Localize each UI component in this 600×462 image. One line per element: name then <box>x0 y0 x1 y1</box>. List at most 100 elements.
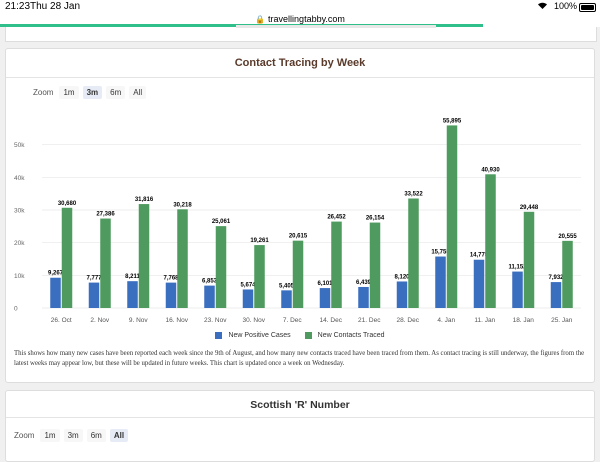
divider <box>6 417 594 418</box>
data-label: 25,061 <box>212 219 231 225</box>
y-tick-label: 30k <box>14 208 25 215</box>
lock-icon: 🔒 <box>255 15 266 24</box>
bar-new-positive-cases <box>50 277 61 308</box>
x-tick-label: 9. Nov <box>129 317 149 324</box>
address-bar[interactable]: 🔒 travellingtabby.com <box>0 14 600 27</box>
data-label: 14,775 <box>470 253 489 259</box>
data-label: 6,853 <box>202 279 218 285</box>
bar-new-contacts-traced <box>61 207 73 308</box>
x-tick-label: 18. Jan <box>513 317 535 324</box>
data-label: 26,154 <box>366 216 385 222</box>
data-label: 30,218 <box>173 202 192 208</box>
data-label: 55,895 <box>443 118 462 124</box>
bar-new-positive-cases <box>88 282 100 308</box>
x-tick-label: 16. Nov <box>166 317 189 324</box>
battery-icon <box>579 3 596 12</box>
bar-new-positive-cases <box>319 288 331 308</box>
bar-new-positive-cases <box>358 286 369 308</box>
legend-item-contacts[interactable]: New Contacts Traced <box>304 332 385 339</box>
zoom-controls: Zoom 1m 3m 6m All <box>33 86 150 99</box>
zoom-controls: Zoom 1m 3m 6m All <box>14 429 132 442</box>
data-label: 20,555 <box>558 234 577 240</box>
contact-tracing-card: Contact Tracing by Week Zoom 1m 3m 6m Al… <box>5 48 595 383</box>
zoom-6m-button[interactable]: 6m <box>86 429 106 442</box>
legend-swatch-cases <box>215 332 223 339</box>
bar-new-contacts-traced <box>562 240 573 308</box>
zoom-all-button[interactable]: All <box>109 429 129 442</box>
y-tick-label: 40k <box>14 175 25 182</box>
data-label: 8,211 <box>125 274 140 280</box>
bar-new-contacts-traced <box>138 204 150 308</box>
bar-new-positive-cases <box>281 290 292 308</box>
bar-new-contacts-traced <box>408 198 419 308</box>
data-label: 7,768 <box>163 276 179 282</box>
data-label: 26,452 <box>327 215 346 221</box>
x-tick-label: 7. Dec <box>283 317 303 324</box>
zoom-1m-button[interactable]: 1m <box>40 429 60 442</box>
card-title: Contact Tracing by Week <box>234 57 366 69</box>
data-label: 30,680 <box>58 201 77 207</box>
zoom-3m-button[interactable]: 3m <box>63 429 83 442</box>
x-tick-label: 25. Jan <box>551 317 573 324</box>
bar-new-contacts-traced <box>254 245 265 308</box>
bar-new-positive-cases <box>165 282 177 308</box>
url-text: travellingtabby.com <box>268 14 345 24</box>
data-label: 5,405 <box>279 283 295 289</box>
data-label: 27,386 <box>96 212 115 218</box>
chart-legend: New Positive Cases New Contacts Traced <box>6 332 594 341</box>
data-label: 6,101 <box>317 281 333 287</box>
x-tick-label: 4. Jan <box>437 317 455 324</box>
previous-card <box>5 25 597 42</box>
data-label: 11,152 <box>508 265 527 271</box>
bar-new-positive-cases <box>396 281 408 308</box>
data-label: 6,439 <box>356 280 372 286</box>
bar-new-positive-cases <box>550 282 562 308</box>
zoom-6m-button[interactable]: 6m <box>106 86 126 99</box>
x-tick-label: 23. Nov <box>204 317 227 324</box>
zoom-all-button[interactable]: All <box>129 86 147 99</box>
wifi-icon <box>537 1 548 13</box>
data-label: 31,816 <box>135 197 154 203</box>
y-tick-label: 20k <box>14 240 25 247</box>
x-tick-label: 14. Dec <box>320 317 343 324</box>
data-label: 40,930 <box>481 167 500 173</box>
data-label: 20,615 <box>289 234 308 240</box>
zoom-1m-button[interactable]: 1m <box>59 86 79 99</box>
bar-new-positive-cases <box>127 281 138 308</box>
legend-item-cases[interactable]: New Positive Cases <box>215 332 291 339</box>
y-tick-label: 0 <box>14 306 18 313</box>
data-label: 33,522 <box>404 191 423 197</box>
card-title: Scottish 'R' Number <box>250 399 350 411</box>
legend-label-contacts: New Contacts Traced <box>317 332 385 339</box>
bar-new-contacts-traced <box>215 226 227 308</box>
status-bar: 21:23 Thu 28 Jan 100% <box>0 0 600 14</box>
bar-new-contacts-traced <box>369 222 381 308</box>
zoom-label: Zoom <box>14 431 35 440</box>
data-label: 9,267 <box>48 271 64 277</box>
bar-new-contacts-traced <box>292 240 304 308</box>
x-tick-label: 21. Dec <box>358 317 381 324</box>
legend-swatch-contacts <box>304 332 312 339</box>
divider <box>6 77 594 78</box>
status-time: 21:23 <box>5 1 31 12</box>
data-label: 19,261 <box>250 238 269 244</box>
zoom-3m-button[interactable]: 3m <box>82 86 103 99</box>
data-label: 7,932 <box>548 275 564 281</box>
x-tick-label: 26. Oct <box>51 317 72 324</box>
contact-tracing-chart: 0 10k 20k 30k 40k 50k 26. Oct 9,267 30,680 2. Nov… <box>14 118 581 324</box>
y-tick-label: 50k <box>14 142 25 149</box>
bar-new-positive-cases <box>242 289 254 308</box>
bar-new-positive-cases <box>512 271 523 308</box>
x-tick-label: 2. Nov <box>90 317 110 324</box>
bar-new-contacts-traced <box>177 209 188 308</box>
zoom-label: Zoom <box>33 88 54 97</box>
x-tick-label: 28. Dec <box>397 317 420 324</box>
bar-new-contacts-traced <box>523 211 535 308</box>
r-number-card: Scottish 'R' Number Zoom 1m 3m 6m All <box>5 390 595 462</box>
legend-label-cases: New Positive Cases <box>228 332 291 339</box>
status-date: Thu 28 Jan <box>30 1 81 12</box>
data-label: 8,120 <box>394 274 410 280</box>
bar-new-positive-cases <box>204 285 215 308</box>
chart-description: This shows how many new cases have been … <box>14 350 585 367</box>
bar-new-positive-cases <box>473 259 485 308</box>
